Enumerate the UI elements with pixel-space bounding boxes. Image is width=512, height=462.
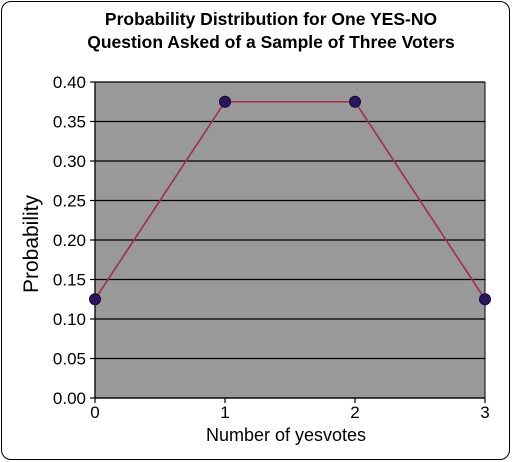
- y-tick-label-7: 0.35: [53, 113, 86, 132]
- y-tick-label-8: 0.40: [53, 73, 86, 92]
- x-tick-label-0: 0: [90, 403, 99, 422]
- data-point-3: [479, 293, 491, 306]
- y-tick-label-1: 0.05: [53, 350, 86, 369]
- y-tick-label-6: 0.30: [53, 152, 86, 171]
- x-tick-label-1: 1: [220, 403, 229, 422]
- data-point-0: [89, 293, 101, 306]
- x-axis-label: Number of yesvotes: [206, 425, 366, 445]
- data-point-2: [349, 95, 361, 108]
- x-tick-label-3: 3: [480, 403, 489, 422]
- y-tick-label-4: 0.20: [53, 231, 86, 250]
- y-axis-label: Probability: [20, 194, 43, 293]
- y-tick-label-5: 0.25: [53, 192, 86, 211]
- x-tick-label-2: 2: [350, 403, 359, 422]
- series-line: [94, 100, 486, 300]
- y-tick-label-3: 0.15: [53, 271, 86, 290]
- chart-title-line-2: Question Asked of a Sample of Three Vote…: [87, 32, 455, 52]
- y-tick-labels: 0.00 0.05 0.10 0.15 0.20 0.25 0.30 0.35 0.40: [53, 73, 95, 408]
- y-tick-label-2: 0.10: [53, 310, 86, 329]
- chart-title-line-1: Probability Distribution for One YES-NO: [105, 9, 437, 29]
- y-tick-label-0: 0.00: [53, 389, 86, 408]
- series-probability: [89, 95, 491, 306]
- data-point-1: [219, 95, 231, 108]
- x-tick-labels: 0 1 2 3: [90, 398, 490, 422]
